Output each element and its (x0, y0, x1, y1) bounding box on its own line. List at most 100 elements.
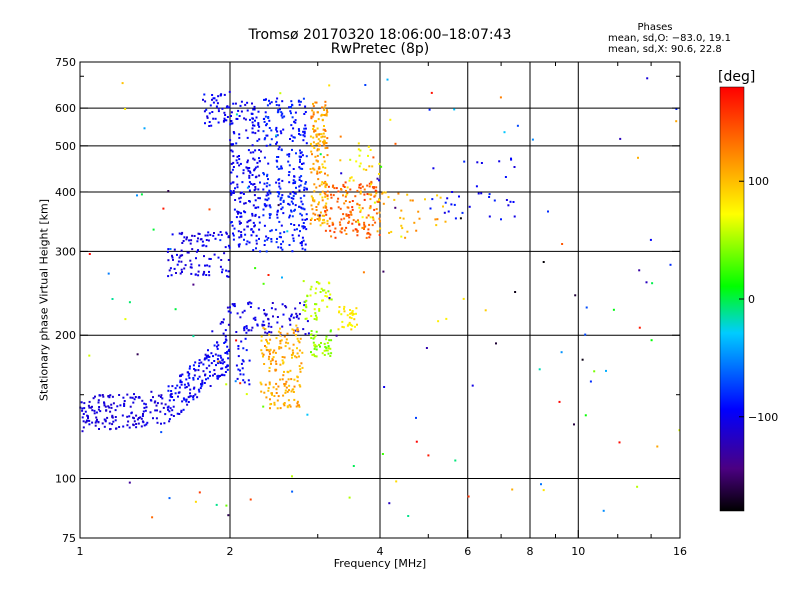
data-point (313, 347, 316, 350)
data-point (238, 155, 240, 157)
data-point (313, 200, 316, 203)
data-point (109, 410, 112, 413)
data-point (80, 401, 83, 404)
data-point (291, 140, 294, 142)
data-point (314, 343, 317, 346)
data-point (293, 136, 296, 139)
data-point (310, 117, 313, 120)
data-point (124, 108, 127, 110)
data-point (310, 142, 312, 145)
data-point (149, 399, 152, 402)
data-point (309, 168, 312, 170)
data-point (105, 409, 108, 412)
data-point (538, 368, 541, 371)
data-point (316, 149, 319, 152)
data-point (280, 132, 283, 135)
data-point (192, 364, 195, 367)
data-point (253, 124, 256, 127)
data-point (192, 377, 195, 379)
data-point (279, 327, 281, 330)
data-point (205, 108, 208, 111)
data-point (248, 176, 251, 179)
data-point (274, 369, 277, 372)
data-point (207, 349, 209, 352)
data-point (293, 378, 296, 381)
data-point (136, 418, 139, 421)
y-tick-label: 200 (55, 329, 76, 342)
data-point (152, 396, 154, 399)
data-point (197, 249, 199, 252)
data-point (324, 193, 327, 196)
data-point (314, 312, 317, 315)
data-point (280, 246, 283, 249)
data-point (191, 248, 194, 251)
data-point (315, 330, 318, 333)
data-point (480, 192, 483, 195)
data-point (444, 220, 447, 223)
data-point (262, 172, 265, 174)
data-point (339, 135, 342, 138)
data-point (290, 124, 293, 127)
data-point (248, 185, 250, 188)
data-point (260, 390, 263, 393)
data-point (276, 399, 279, 402)
data-point (315, 186, 318, 189)
x-tick-label: 6 (464, 545, 471, 558)
data-point (368, 223, 371, 226)
data-point (328, 298, 331, 301)
data-point (268, 184, 271, 187)
data-point (319, 171, 321, 174)
data-point (369, 205, 372, 208)
data-point (366, 193, 369, 195)
data-point (111, 395, 114, 398)
data-point (378, 234, 381, 236)
data-point (312, 353, 315, 356)
data-point (189, 392, 191, 395)
data-point (318, 218, 321, 221)
data-point (266, 175, 268, 178)
data-point (283, 384, 286, 387)
data-point (296, 375, 299, 378)
data-point (190, 272, 193, 275)
data-point (145, 406, 148, 409)
data-point (240, 362, 243, 365)
data-point (245, 349, 248, 352)
data-point (348, 179, 351, 182)
data-point (269, 348, 272, 351)
data-point (511, 488, 514, 491)
data-point (255, 242, 258, 245)
data-point (317, 214, 320, 217)
data-point (309, 294, 312, 297)
data-point (265, 349, 268, 352)
data-point (267, 389, 270, 392)
data-point (322, 219, 325, 222)
data-point (274, 360, 277, 363)
data-point (181, 242, 184, 244)
data-point (160, 394, 163, 397)
data-point (283, 335, 286, 338)
data-point (111, 414, 114, 417)
data-point (316, 133, 319, 136)
data-point (297, 128, 300, 131)
data-point (111, 416, 114, 419)
data-point (317, 118, 320, 121)
data-point (140, 193, 143, 196)
data-point (217, 95, 220, 98)
data-point (275, 392, 278, 394)
data-point (268, 366, 271, 369)
data-point (108, 406, 111, 409)
data-point (193, 368, 196, 370)
data-point (326, 342, 329, 344)
data-point (145, 423, 148, 426)
y-tick-label: 750 (55, 56, 76, 69)
data-point (262, 282, 265, 285)
data-point (241, 311, 244, 314)
data-point (269, 102, 271, 105)
data-point (359, 192, 362, 195)
data-point (277, 156, 280, 158)
data-point (324, 100, 327, 103)
data-point (278, 104, 281, 107)
data-point (347, 324, 349, 327)
data-point (223, 93, 226, 96)
data-point (395, 480, 398, 483)
